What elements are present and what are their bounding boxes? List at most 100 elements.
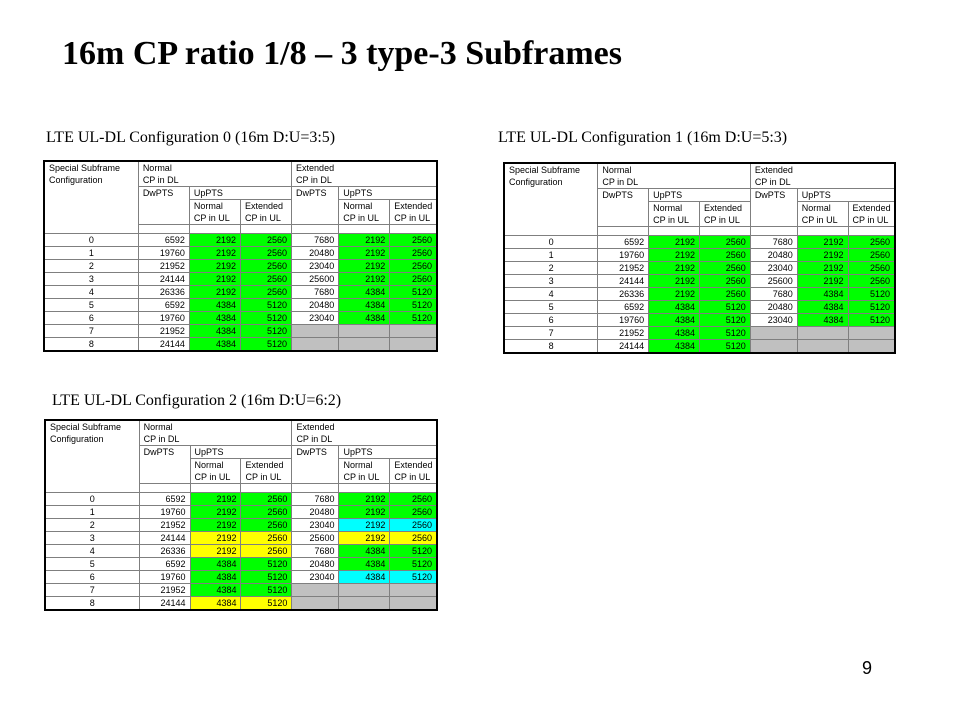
dwpts-header: DwPTS — [291, 186, 340, 225]
header-line: CP in UL — [653, 215, 690, 225]
config-2-table: Special Subframe Configuration Normal CP in… — [44, 419, 438, 611]
value-cell: 26336 — [138, 544, 191, 558]
header-line: Extended — [296, 163, 335, 173]
extended-cp-dl-header: Extended CP in DL — [291, 160, 438, 187]
value-cell: 4384 — [189, 570, 242, 584]
config-index-cell: 2 — [43, 259, 139, 273]
header-line: Special Subframe — [50, 422, 122, 432]
value-cell: 5120 — [239, 337, 293, 352]
value-cell: 2560 — [239, 246, 293, 260]
value-cell: 20480 — [291, 505, 340, 519]
table-row: 4 26336 2192 2560 7680 4384 5120 — [43, 285, 438, 299]
value-cell: 5120 — [389, 557, 438, 571]
table-row: 8 24144 4384 5120 — [44, 596, 438, 611]
config-index-cell: 4 — [44, 544, 140, 558]
value-cell: 6592 — [597, 235, 650, 249]
table-row: 1 19760 2192 2560 20480 2192 2560 — [503, 248, 896, 262]
header-line: CP in UL — [801, 215, 838, 225]
value-cell: 2192 — [188, 285, 241, 299]
value-cell: 4384 — [338, 285, 391, 299]
header-spacer — [796, 226, 849, 236]
table-row: 3 24144 2192 2560 25600 2192 2560 — [43, 272, 438, 286]
uppts-header: UpPTS — [338, 186, 438, 200]
table-row: 6 19760 4384 5120 23040 4384 5120 — [503, 313, 896, 327]
header-line: Configuration — [509, 177, 563, 187]
header-line: CP in UL — [394, 213, 431, 223]
uppts-header: UpPTS — [796, 188, 896, 202]
value-cell: 19760 — [138, 570, 191, 584]
value-cell: 21952 — [137, 324, 190, 338]
dwpts-header: DwPTS — [749, 188, 798, 227]
value-cell: 2560 — [698, 248, 751, 262]
header-line: Normal — [801, 203, 831, 213]
value-cell: 5120 — [240, 570, 293, 584]
header-line: Configuration — [50, 434, 104, 444]
extended-cp-ul-header: Extended CP in UL — [389, 199, 438, 225]
value-cell: 2192 — [188, 259, 241, 273]
value-cell: 23040 — [291, 311, 340, 325]
config-0-title: LTE UL-DL Configuration 0 (16m D:U=3:5) — [46, 129, 336, 146]
table-row: 7 21952 4384 5120 — [44, 583, 438, 597]
header-line: CP in DL — [296, 434, 333, 444]
value-cell: 4384 — [338, 311, 391, 325]
table-row: 0 6592 2192 2560 7680 2192 2560 — [44, 492, 438, 506]
value-cell: 2560 — [389, 505, 438, 519]
value-cell: 23040 — [291, 570, 340, 584]
value-cell: 2560 — [239, 233, 293, 247]
header-spacer — [338, 483, 391, 493]
value-cell: 2560 — [698, 274, 751, 288]
header-line: CP in UL — [852, 215, 889, 225]
value-cell — [338, 596, 391, 611]
value-cell: 4384 — [648, 326, 700, 340]
header-spacer — [291, 224, 340, 234]
value-cell: 2192 — [796, 261, 849, 275]
value-cell: 20480 — [291, 246, 340, 260]
normal-cp-ul-header: Normal CP in UL — [189, 458, 242, 484]
normal-cp-ul-header: Normal CP in UL — [338, 458, 391, 484]
value-cell: 2560 — [389, 518, 438, 532]
config-index-cell: 6 — [503, 313, 599, 327]
value-cell: 5120 — [698, 339, 751, 354]
header-line: CP in DL — [754, 177, 791, 187]
value-cell: 6592 — [137, 298, 190, 312]
value-cell: 2560 — [847, 261, 896, 275]
value-cell: 5120 — [240, 583, 293, 597]
value-cell — [389, 596, 438, 611]
value-cell: 4384 — [189, 557, 242, 571]
header-line: Normal — [653, 203, 683, 213]
value-cell — [338, 583, 391, 597]
header-spacer — [389, 483, 438, 493]
value-cell: 2560 — [389, 531, 438, 545]
value-cell: 2560 — [698, 235, 751, 249]
value-cell: 5120 — [240, 596, 293, 611]
value-cell: 26336 — [597, 287, 650, 301]
value-cell: 2560 — [240, 518, 293, 532]
value-cell: 2192 — [189, 531, 242, 545]
extended-cp-ul-header: Extended CP in UL — [698, 201, 751, 227]
header-spacer — [291, 483, 340, 493]
value-cell: 2192 — [188, 233, 241, 247]
value-cell: 2192 — [189, 492, 242, 506]
value-cell: 6592 — [138, 557, 191, 571]
normal-cp-ul-header: Normal CP in UL — [796, 201, 849, 227]
value-cell: 2560 — [389, 259, 438, 273]
value-cell: 5120 — [389, 298, 438, 312]
header-line: Extended — [703, 203, 743, 213]
value-cell — [847, 326, 896, 340]
page-number: 9 — [862, 658, 873, 678]
header-spacer — [749, 226, 798, 236]
value-cell: 19760 — [137, 246, 190, 260]
value-cell — [389, 337, 438, 352]
config-index-cell: 3 — [44, 531, 140, 545]
header-spacer — [239, 224, 293, 234]
header-line: CP in DL — [143, 434, 180, 444]
value-cell: 24144 — [138, 596, 191, 611]
header-line: Extended — [394, 460, 433, 470]
special-subframe-config-header: Special Subframe Configuration — [44, 419, 140, 493]
dwpts-header: DwPTS — [291, 445, 340, 484]
extended-cp-dl-header: Extended CP in DL — [291, 419, 438, 446]
value-cell: 20480 — [749, 248, 798, 262]
dwpts-header: DwPTS — [597, 188, 650, 227]
value-cell: 2192 — [648, 235, 700, 249]
value-cell: 4384 — [188, 337, 241, 352]
